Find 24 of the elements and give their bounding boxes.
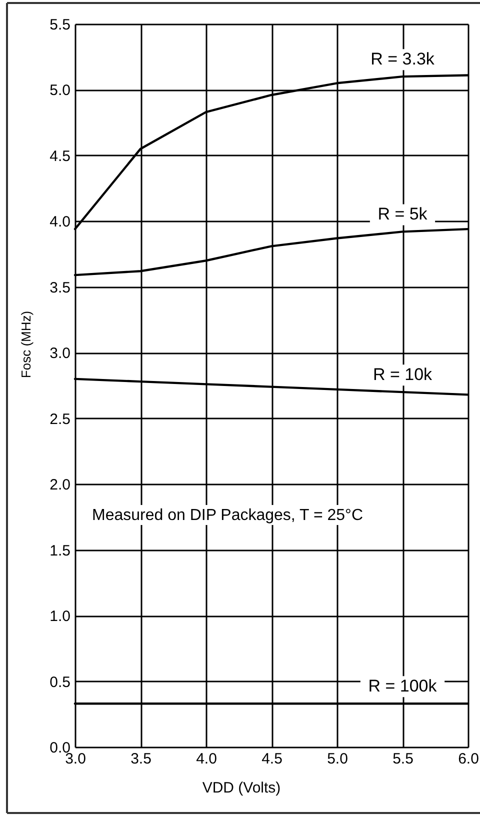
- series-label: R = 5k: [378, 204, 428, 224]
- series-label: R = 10k: [372, 365, 433, 384]
- y-tick-label: 1.0: [50, 608, 70, 626]
- x-axis-title: VDD (Volts): [202, 780, 281, 796]
- x-tick-label: 5.0: [327, 750, 348, 768]
- y-tick-label: 2.5: [50, 410, 70, 428]
- y-tick-label: 4.0: [50, 214, 70, 231]
- annotation: Measured on DIP Packages, T = 25°C: [92, 507, 363, 524]
- y-tick-label: 4.5: [50, 148, 70, 165]
- y-axis-title: Fosc (MHz): [18, 310, 34, 378]
- y-tick-label: 5.0: [50, 82, 70, 100]
- series-label: R = 100k: [368, 676, 438, 696]
- series-label: R = 3.3k: [370, 50, 435, 69]
- y-tick-label: 0.5: [50, 674, 70, 691]
- y-tick-label: 3.0: [50, 345, 70, 362]
- y-tick-label: 3.5: [50, 279, 70, 296]
- x-tick-label: 6.0: [458, 750, 479, 768]
- y-tick-label: 2.0: [50, 476, 70, 494]
- x-tick-label: 4.5: [262, 750, 282, 768]
- x-tick-label: 5.5: [392, 750, 414, 768]
- x-tick-label: 4.0: [196, 750, 217, 768]
- y-tick-label: 5.5: [50, 16, 70, 34]
- y-tick-label: 1.5: [50, 542, 70, 560]
- x-tick-label: 3.5: [130, 750, 152, 768]
